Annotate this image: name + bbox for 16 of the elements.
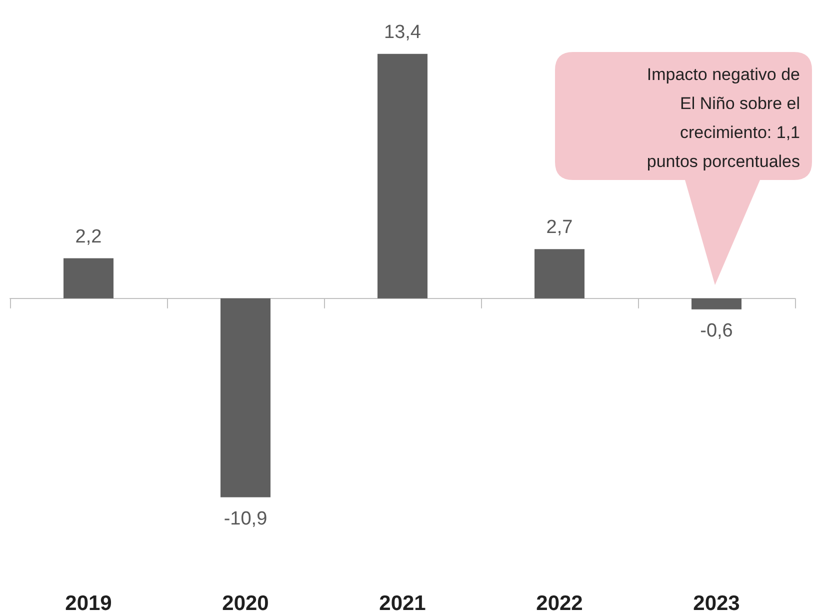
bar (220, 298, 270, 498)
data-label: 13,4 (384, 22, 422, 43)
bar (534, 249, 584, 298)
bar (378, 54, 428, 298)
data-label: -0,6 (700, 320, 733, 342)
x-tick-label: 2020 (222, 592, 269, 614)
x-tick-label: 2023 (693, 592, 740, 614)
data-label: 2,7 (546, 217, 573, 238)
data-label: 2,2 (75, 226, 102, 248)
x-tick-label: 2022 (536, 592, 583, 614)
bar (64, 258, 114, 298)
data-label: -10,9 (224, 508, 268, 530)
annotation: Impacto negativo de El Niño sobre el crecimiento: 1,1 puntos porcentuales (646, 64, 800, 173)
x-tick-label: 2021 (379, 592, 426, 614)
bar (692, 298, 742, 310)
x-tick-label: 2019 (65, 592, 112, 614)
